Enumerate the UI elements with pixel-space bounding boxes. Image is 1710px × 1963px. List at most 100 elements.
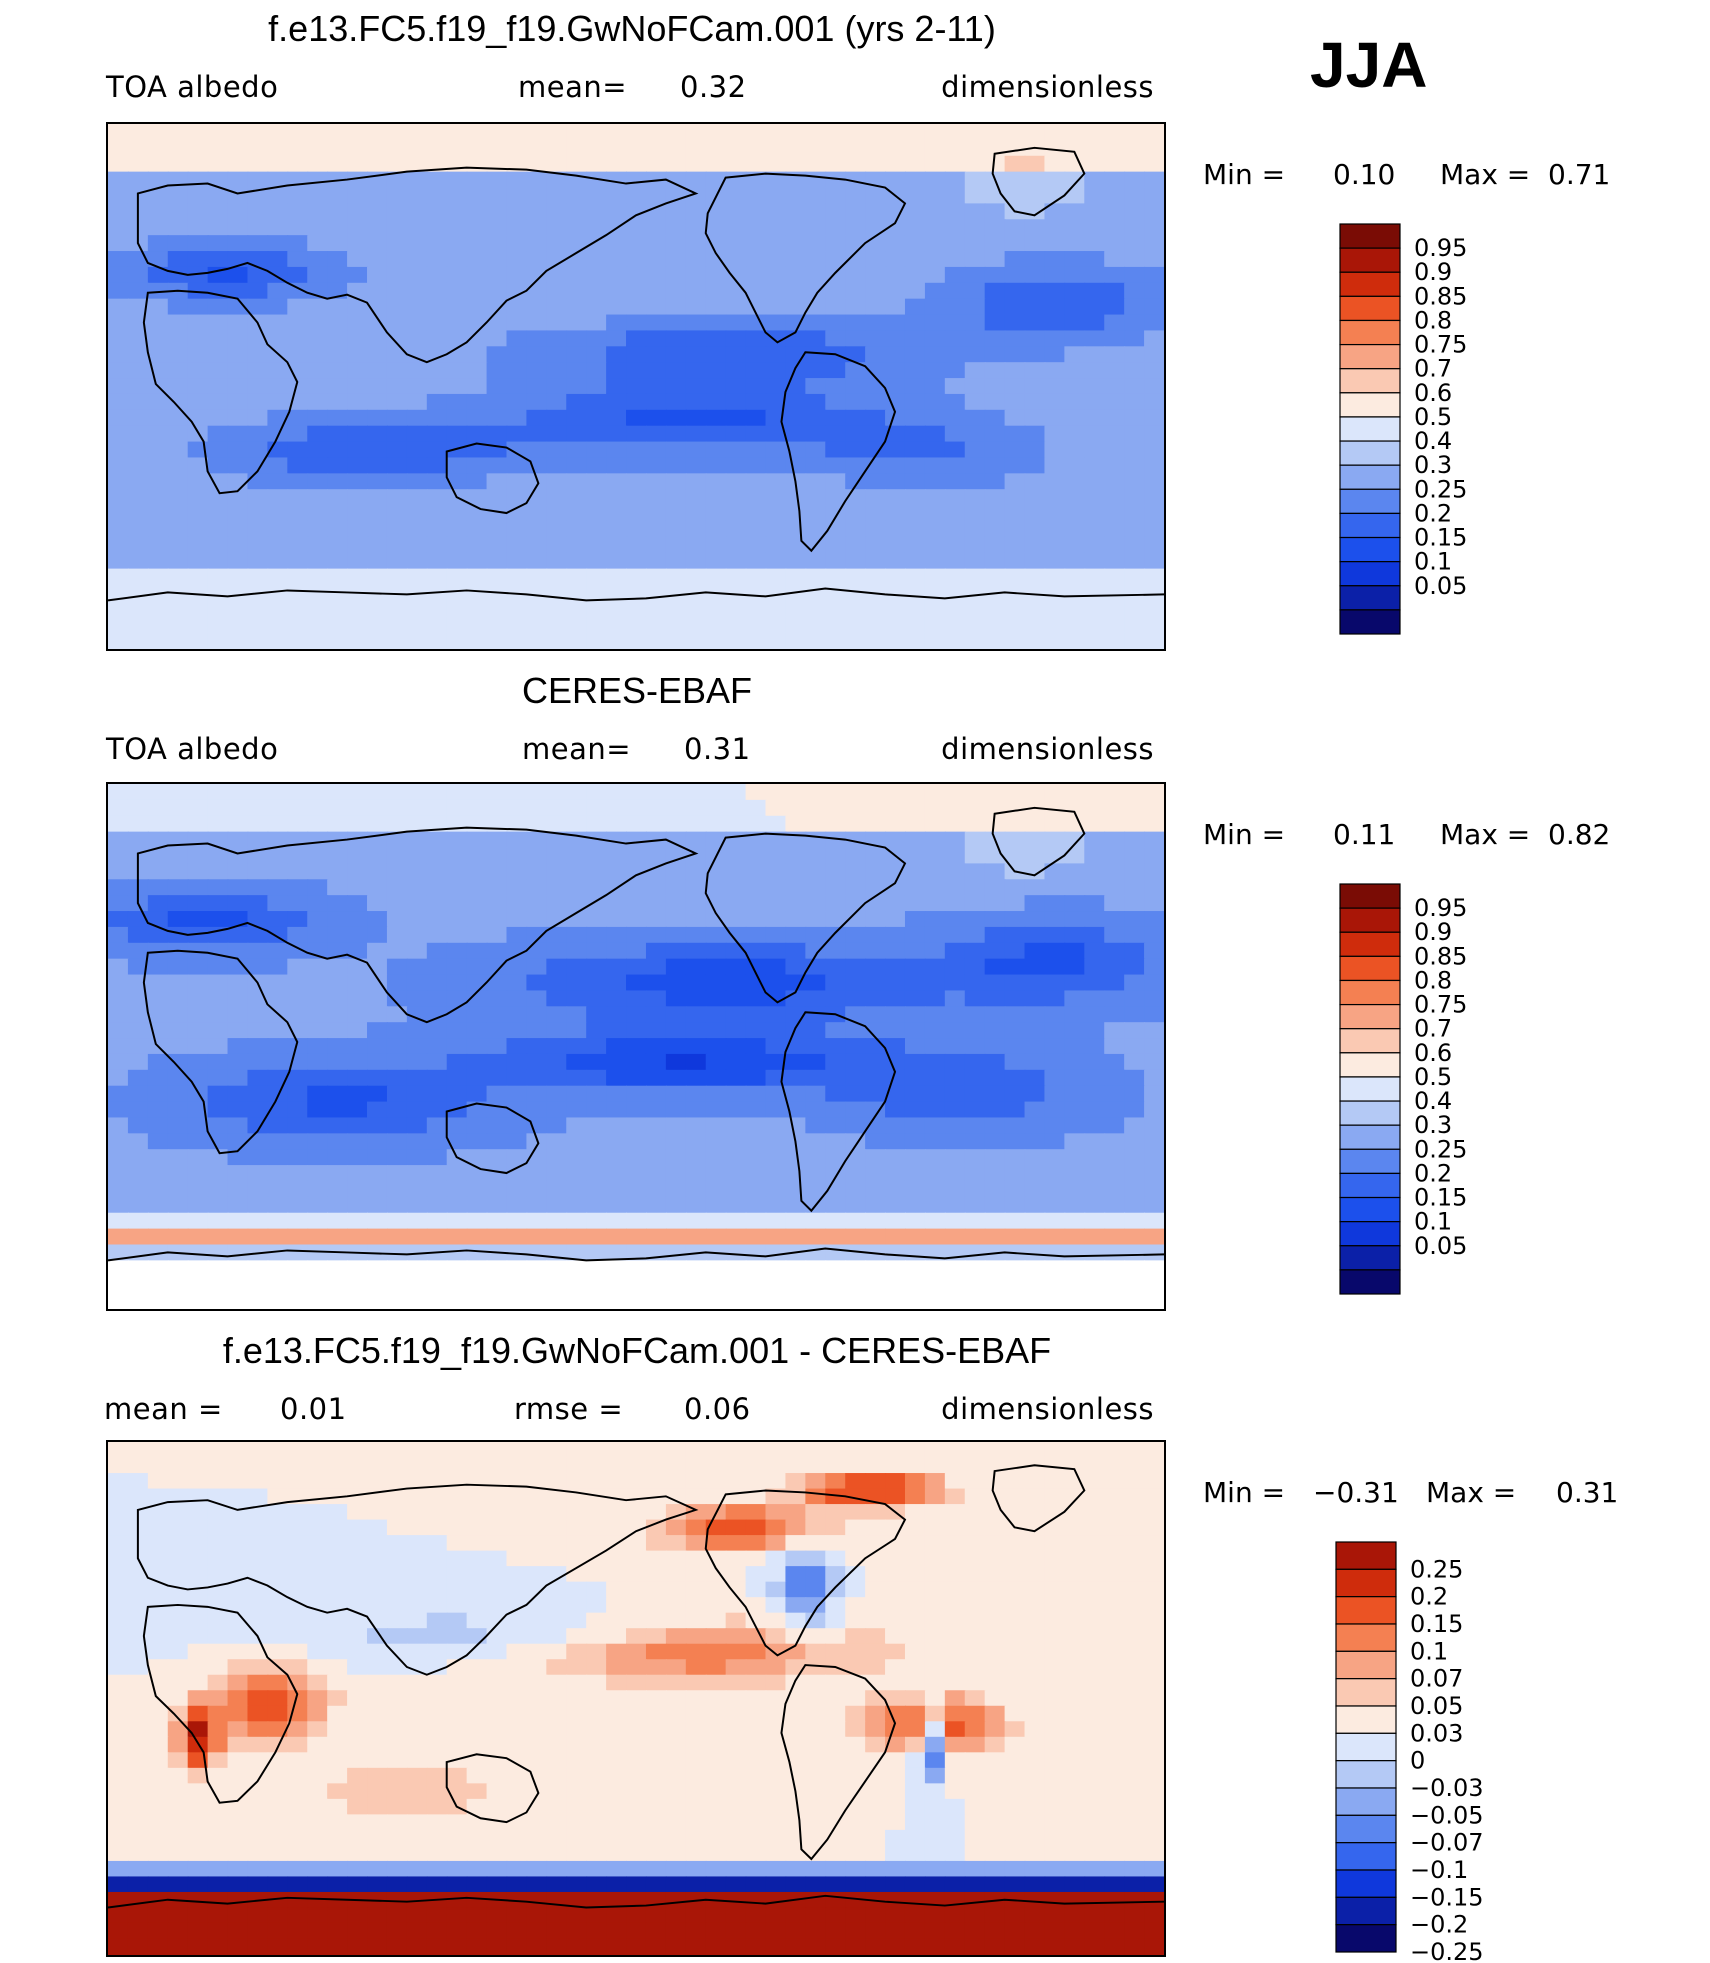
colorbar-swatch	[1335, 1541, 1397, 1570]
colorbar-swatch	[1339, 1052, 1401, 1078]
panel-2-colorbar-svg: 0.950.90.850.80.750.70.60.50.40.30.250.2…	[1339, 883, 1467, 1295]
panel-1-max-label: Max =	[1440, 158, 1531, 191]
colorbar-level-label: −0.15	[1410, 1883, 1484, 1911]
colorbar-swatch	[1339, 416, 1401, 442]
colorbar-swatch	[1335, 1568, 1397, 1598]
colorbar-swatch	[1339, 883, 1401, 909]
colorbar-swatch	[1335, 1732, 1397, 1762]
colorbar-level-label: 0.6	[1414, 1039, 1452, 1067]
colorbar-level-label: 0	[1410, 1747, 1425, 1775]
colorbar-swatch	[1335, 1650, 1397, 1680]
colorbar-swatch	[1339, 931, 1401, 957]
colorbar-level-label: 0.25	[1414, 475, 1467, 503]
panel-2-min-value: 0.11	[1333, 818, 1396, 851]
colorbar-level-label: −0.07	[1410, 1829, 1484, 1857]
season-label: JJA	[1310, 29, 1428, 101]
colorbar-level-label: −0.05	[1410, 1801, 1484, 1829]
colorbar-swatch	[1335, 1924, 1397, 1953]
panel-3-max-label: Max =	[1426, 1476, 1517, 1509]
colorbar-swatch	[1339, 979, 1401, 1006]
panel-2-min-label: Min =	[1203, 818, 1286, 851]
colorbar-swatch	[1339, 440, 1401, 466]
colorbar-level-label: 0.75	[1414, 991, 1467, 1019]
colorbar-swatch	[1339, 1124, 1401, 1150]
panel-3-mean-value: 0.01	[280, 1392, 347, 1426]
colorbar-swatch	[1339, 488, 1401, 515]
colorbar-swatch	[1339, 223, 1401, 249]
panel-1-map	[106, 122, 1166, 651]
panel-2-title: CERES-EBAF	[521, 670, 753, 711]
panel-1-field	[108, 124, 1164, 649]
colorbar-level-label: 0.3	[1414, 451, 1452, 479]
colorbar-level-label: 0.25	[1410, 1555, 1463, 1583]
panel-1-map-svg	[108, 124, 1164, 649]
colorbar-level-label: 0.1	[1410, 1637, 1448, 1665]
panel-3-max-value: 0.31	[1556, 1476, 1619, 1509]
panel-1-min-label: Min =	[1203, 158, 1286, 191]
panel-3-title: f.e13.FC5.f19_f19.GwNoFCam.001 - CERES-E…	[222, 1330, 1052, 1371]
colorbar-swatch	[1339, 907, 1401, 933]
colorbar-swatch	[1339, 1028, 1401, 1054]
panel-2-field	[108, 784, 1164, 1309]
panel-3-map-svg	[108, 1442, 1164, 1955]
colorbar-swatch	[1339, 1076, 1401, 1102]
panel-3-units: dimensionless	[941, 1392, 1154, 1426]
panel-3-field	[108, 1442, 1164, 1955]
panel-1-max-value: 0.71	[1548, 158, 1611, 191]
colorbar-swatch	[1335, 1760, 1397, 1789]
colorbar-level-label: 0.4	[1414, 1087, 1452, 1115]
colorbar-swatch	[1339, 1221, 1401, 1247]
colorbar-level-label: 0.2	[1414, 499, 1452, 527]
colorbar-level-label: −0.03	[1410, 1774, 1484, 1802]
colorbar-swatch	[1339, 1196, 1401, 1223]
colorbar-level-label: 0.85	[1414, 282, 1467, 310]
colorbar-level-label: 0.2	[1414, 1159, 1452, 1187]
colorbar-level-label: 0.7	[1414, 1015, 1452, 1043]
colorbar-level-label: 0.1	[1414, 548, 1452, 576]
colorbar-swatch	[1339, 319, 1401, 346]
panel-1-mean-value: 0.32	[680, 70, 747, 104]
colorbar-swatch	[1339, 368, 1401, 394]
colorbar-swatch	[1335, 1678, 1397, 1707]
colorbar-swatch	[1335, 1896, 1397, 1926]
panel-1-colorbar-svg: 0.950.90.850.80.750.70.60.50.40.30.250.2…	[1339, 223, 1467, 635]
panel-1-min-value: 0.10	[1333, 158, 1396, 191]
colorbar-swatch	[1339, 271, 1401, 297]
colorbar-swatch	[1335, 1705, 1397, 1734]
panel-2-variable: TOA albedo	[106, 732, 279, 766]
colorbar-level-label: 0.07	[1410, 1665, 1463, 1693]
panel-3-min-label: Min =	[1203, 1476, 1286, 1509]
colorbar-level-label: 0.6	[1414, 379, 1452, 407]
colorbar-swatch	[1339, 1245, 1401, 1271]
colorbar-swatch	[1339, 343, 1401, 370]
colorbar-level-label: 0.05	[1414, 1232, 1467, 1260]
panel-2-map	[106, 782, 1166, 1311]
colorbar-swatch	[1335, 1869, 1397, 1898]
panel-1-title: f.e13.FC5.f19_f19.GwNoFCam.001 (yrs 2-11…	[268, 8, 996, 49]
colorbar-level-label: 0.15	[1410, 1610, 1463, 1638]
colorbar-swatch	[1339, 1172, 1401, 1199]
panel-2-max-label: Max =	[1440, 818, 1531, 851]
colorbar-swatch	[1339, 1003, 1401, 1030]
panel-2-max-value: 0.82	[1548, 818, 1611, 851]
panel-2-colorbar: 0.95 0.9 0.85 0.8 0.75 0.7 0.6 0.5 0.4 0.3 0.25 0.2…	[1339, 883, 1480, 1304]
panel-3-rmse-value: 0.06	[684, 1392, 751, 1426]
colorbar-swatch	[1335, 1596, 1397, 1625]
colorbar-swatch	[1339, 609, 1401, 635]
colorbar-swatch	[1339, 1100, 1401, 1126]
colorbar-level-label: 0.5	[1414, 1063, 1452, 1091]
colorbar-swatch	[1339, 561, 1401, 587]
panel-1-units: dimensionless	[941, 70, 1154, 104]
panel-3-mean-label: mean =	[104, 1392, 223, 1426]
colorbar-level-label: 0.2	[1410, 1583, 1448, 1611]
colorbar-swatch	[1339, 464, 1401, 490]
colorbar-level-label: 0.3	[1414, 1111, 1452, 1139]
colorbar-level-label: 0.15	[1414, 1184, 1467, 1212]
colorbar-swatch	[1339, 955, 1401, 982]
colorbar-level-label: 0.25	[1414, 1135, 1467, 1163]
colorbar-swatch	[1339, 247, 1401, 273]
colorbar-level-label: −0.2	[1410, 1911, 1468, 1939]
colorbar-level-label: 0.05	[1414, 572, 1467, 600]
colorbar-swatch	[1335, 1623, 1397, 1652]
panel-1-coastlines	[108, 146, 1164, 602]
